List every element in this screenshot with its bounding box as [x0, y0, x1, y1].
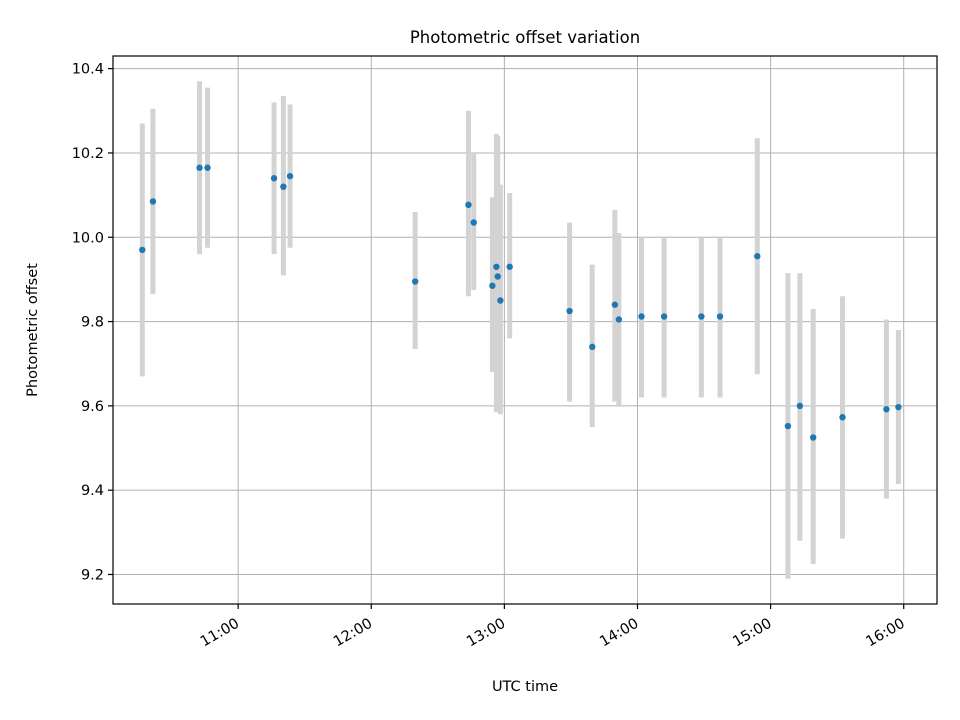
data-point: [470, 219, 477, 226]
data-point: [589, 343, 596, 351]
data-point: [784, 422, 792, 430]
x-axis-label: UTC time: [492, 679, 558, 695]
data-point: [286, 172, 294, 180]
data-point: [796, 402, 804, 410]
y-tick-label: 9.6: [81, 399, 104, 415]
data-point: [196, 164, 203, 171]
data-point: [566, 307, 573, 315]
data-point: [698, 313, 705, 320]
y-axis-label: Photometric offset: [25, 263, 41, 397]
data-point: [839, 414, 846, 421]
data-point: [204, 164, 211, 171]
data-point: [489, 282, 496, 289]
data-point: [465, 201, 472, 209]
plot-frame: [112, 55, 938, 605]
data-point: [497, 297, 504, 304]
data-point: [883, 406, 890, 413]
data-points: [139, 164, 902, 441]
data-point: [615, 316, 623, 323]
data-point: [611, 301, 619, 308]
data-point: [506, 263, 513, 270]
y-tick-label: 10.2: [72, 146, 104, 162]
data-point: [149, 198, 157, 205]
data-point: [810, 434, 817, 441]
y-tick-label: 10.4: [72, 62, 104, 78]
data-point: [716, 313, 724, 320]
data-point: [493, 263, 500, 270]
data-point: [280, 183, 287, 190]
data-point: [494, 273, 501, 280]
data-point: [754, 253, 761, 260]
data-point: [895, 403, 902, 411]
data-point: [638, 313, 645, 320]
y-tick-label: 9.2: [81, 567, 104, 583]
data-point: [139, 246, 146, 254]
chart-title: Photometric offset variation: [410, 28, 640, 47]
data-point: [270, 175, 278, 182]
y-tick-label: 9.8: [81, 315, 104, 331]
y-tick-label: 9.4: [81, 483, 104, 499]
data-point: [660, 313, 668, 320]
data-point: [411, 278, 419, 285]
y-tick-label: 10.0: [72, 230, 104, 246]
